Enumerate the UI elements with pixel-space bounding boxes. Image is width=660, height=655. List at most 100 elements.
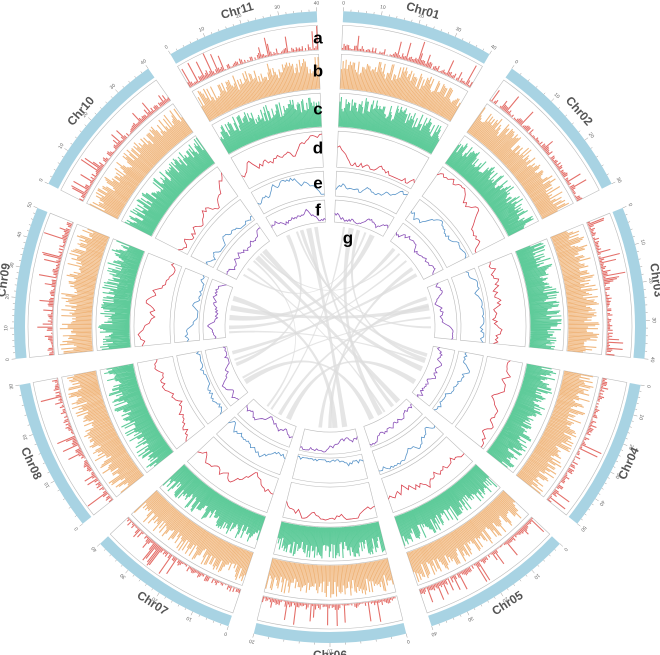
ideogram-tick	[525, 574, 528, 577]
ideogram-tick	[62, 498, 65, 501]
track-frame	[363, 398, 423, 448]
tick-label: 10	[533, 572, 541, 580]
histogram-track	[340, 59, 461, 122]
tick-label: 10	[3, 325, 9, 331]
ideogram-tick	[454, 33, 458, 37]
tick-label: 10	[57, 142, 65, 150]
tick-label: 20	[235, 13, 242, 20]
track-letter-b: b	[313, 61, 323, 80]
ideogram-tick	[507, 588, 509, 591]
ideogram-tick	[239, 19, 242, 24]
ideogram-tick	[15, 384, 20, 387]
ideogram-tick	[145, 65, 149, 69]
ideogram-tick	[122, 85, 125, 88]
track-frame	[204, 345, 249, 407]
ideogram-tick	[34, 443, 37, 446]
track-frame	[99, 363, 174, 474]
ideogram-tick	[68, 507, 71, 509]
track-frame	[454, 356, 524, 450]
ideogram-tick	[182, 44, 185, 47]
track-frame	[237, 398, 297, 448]
tick-label: 20	[647, 278, 654, 285]
chromosome-block	[14, 207, 48, 359]
ideogram-tick	[489, 50, 492, 55]
track-frame	[273, 520, 387, 562]
tick-label: 0	[562, 546, 568, 552]
ideogram-tick	[47, 471, 50, 474]
ideogram-tick	[38, 453, 41, 455]
synteny-link	[231, 273, 418, 355]
ideogram-tick	[473, 608, 476, 611]
chromosome-block	[505, 68, 612, 189]
ideogram-tick	[164, 596, 166, 599]
ideogram-tick	[64, 148, 68, 151]
ideogram-tick	[114, 559, 117, 562]
ideogram-tick	[23, 242, 26, 244]
track-frame	[466, 103, 574, 220]
ideogram-tick	[198, 614, 200, 617]
ideogram-tick	[584, 137, 589, 141]
tick-label: 20	[627, 443, 635, 451]
histogram-track	[515, 242, 562, 350]
track-frame	[426, 278, 458, 341]
histogram-track	[516, 370, 594, 494]
ideogram-tick	[616, 460, 619, 463]
ideogram-tick	[23, 235, 28, 238]
data-tracks	[37, 26, 626, 627]
tick-label: 0	[38, 178, 45, 183]
track-frame	[95, 238, 146, 351]
ideogram-tick	[120, 564, 123, 567]
line-track	[388, 453, 465, 500]
track-frame	[176, 350, 228, 425]
ideogram-tick	[528, 79, 530, 82]
ideogram-tick	[494, 596, 496, 599]
tick-label: 40	[649, 357, 656, 363]
track-frame	[130, 489, 254, 586]
track-frame	[216, 416, 289, 476]
line-track	[241, 133, 322, 178]
track-frame	[486, 363, 561, 474]
histogram-track	[338, 96, 442, 154]
ideogram-tick	[171, 600, 173, 603]
ideogram-tick	[190, 611, 193, 616]
histogram-track	[265, 558, 394, 598]
line-track	[465, 271, 485, 343]
ideogram-tick	[480, 604, 483, 607]
track-frame	[154, 166, 239, 255]
ideogram-tick	[53, 169, 56, 171]
ideogram-tick	[591, 503, 594, 506]
ideogram-tick	[196, 38, 198, 41]
ideogram-tick	[79, 130, 82, 133]
ideogram-tick	[628, 221, 631, 223]
track-frame	[250, 170, 325, 215]
ideogram-tick	[625, 438, 628, 440]
track-frame	[546, 377, 628, 516]
line-track	[337, 145, 415, 184]
synteny-link	[246, 267, 386, 413]
ideogram-tick	[99, 107, 102, 109]
ideogram-tick	[225, 26, 227, 29]
track-frame	[27, 212, 74, 358]
ideogram-tick	[96, 543, 101, 547]
synteny-link	[230, 305, 430, 319]
tick-label: 0	[223, 630, 228, 637]
ideogram-tick	[622, 206, 627, 209]
ideogram-tick	[151, 588, 153, 591]
ideogram-tick	[44, 181, 49, 185]
ideogram-tick	[610, 471, 615, 475]
synteny-link	[229, 330, 426, 364]
ideogram-tick	[426, 24, 428, 27]
ideogram-tick	[519, 579, 522, 582]
synteny-link	[295, 231, 431, 329]
histogram-track	[181, 26, 319, 88]
ideogram-tick	[440, 29, 442, 32]
synteny-link	[259, 253, 401, 291]
histogram-track	[587, 217, 626, 356]
ideogram-tick	[411, 19, 413, 22]
track-letter-c: c	[313, 99, 322, 118]
ideogram-tick	[438, 623, 440, 626]
track-frame	[450, 267, 487, 344]
ideogram-tick	[460, 614, 462, 617]
ideogram-tick	[629, 426, 632, 428]
tick-label: 0	[645, 385, 651, 389]
